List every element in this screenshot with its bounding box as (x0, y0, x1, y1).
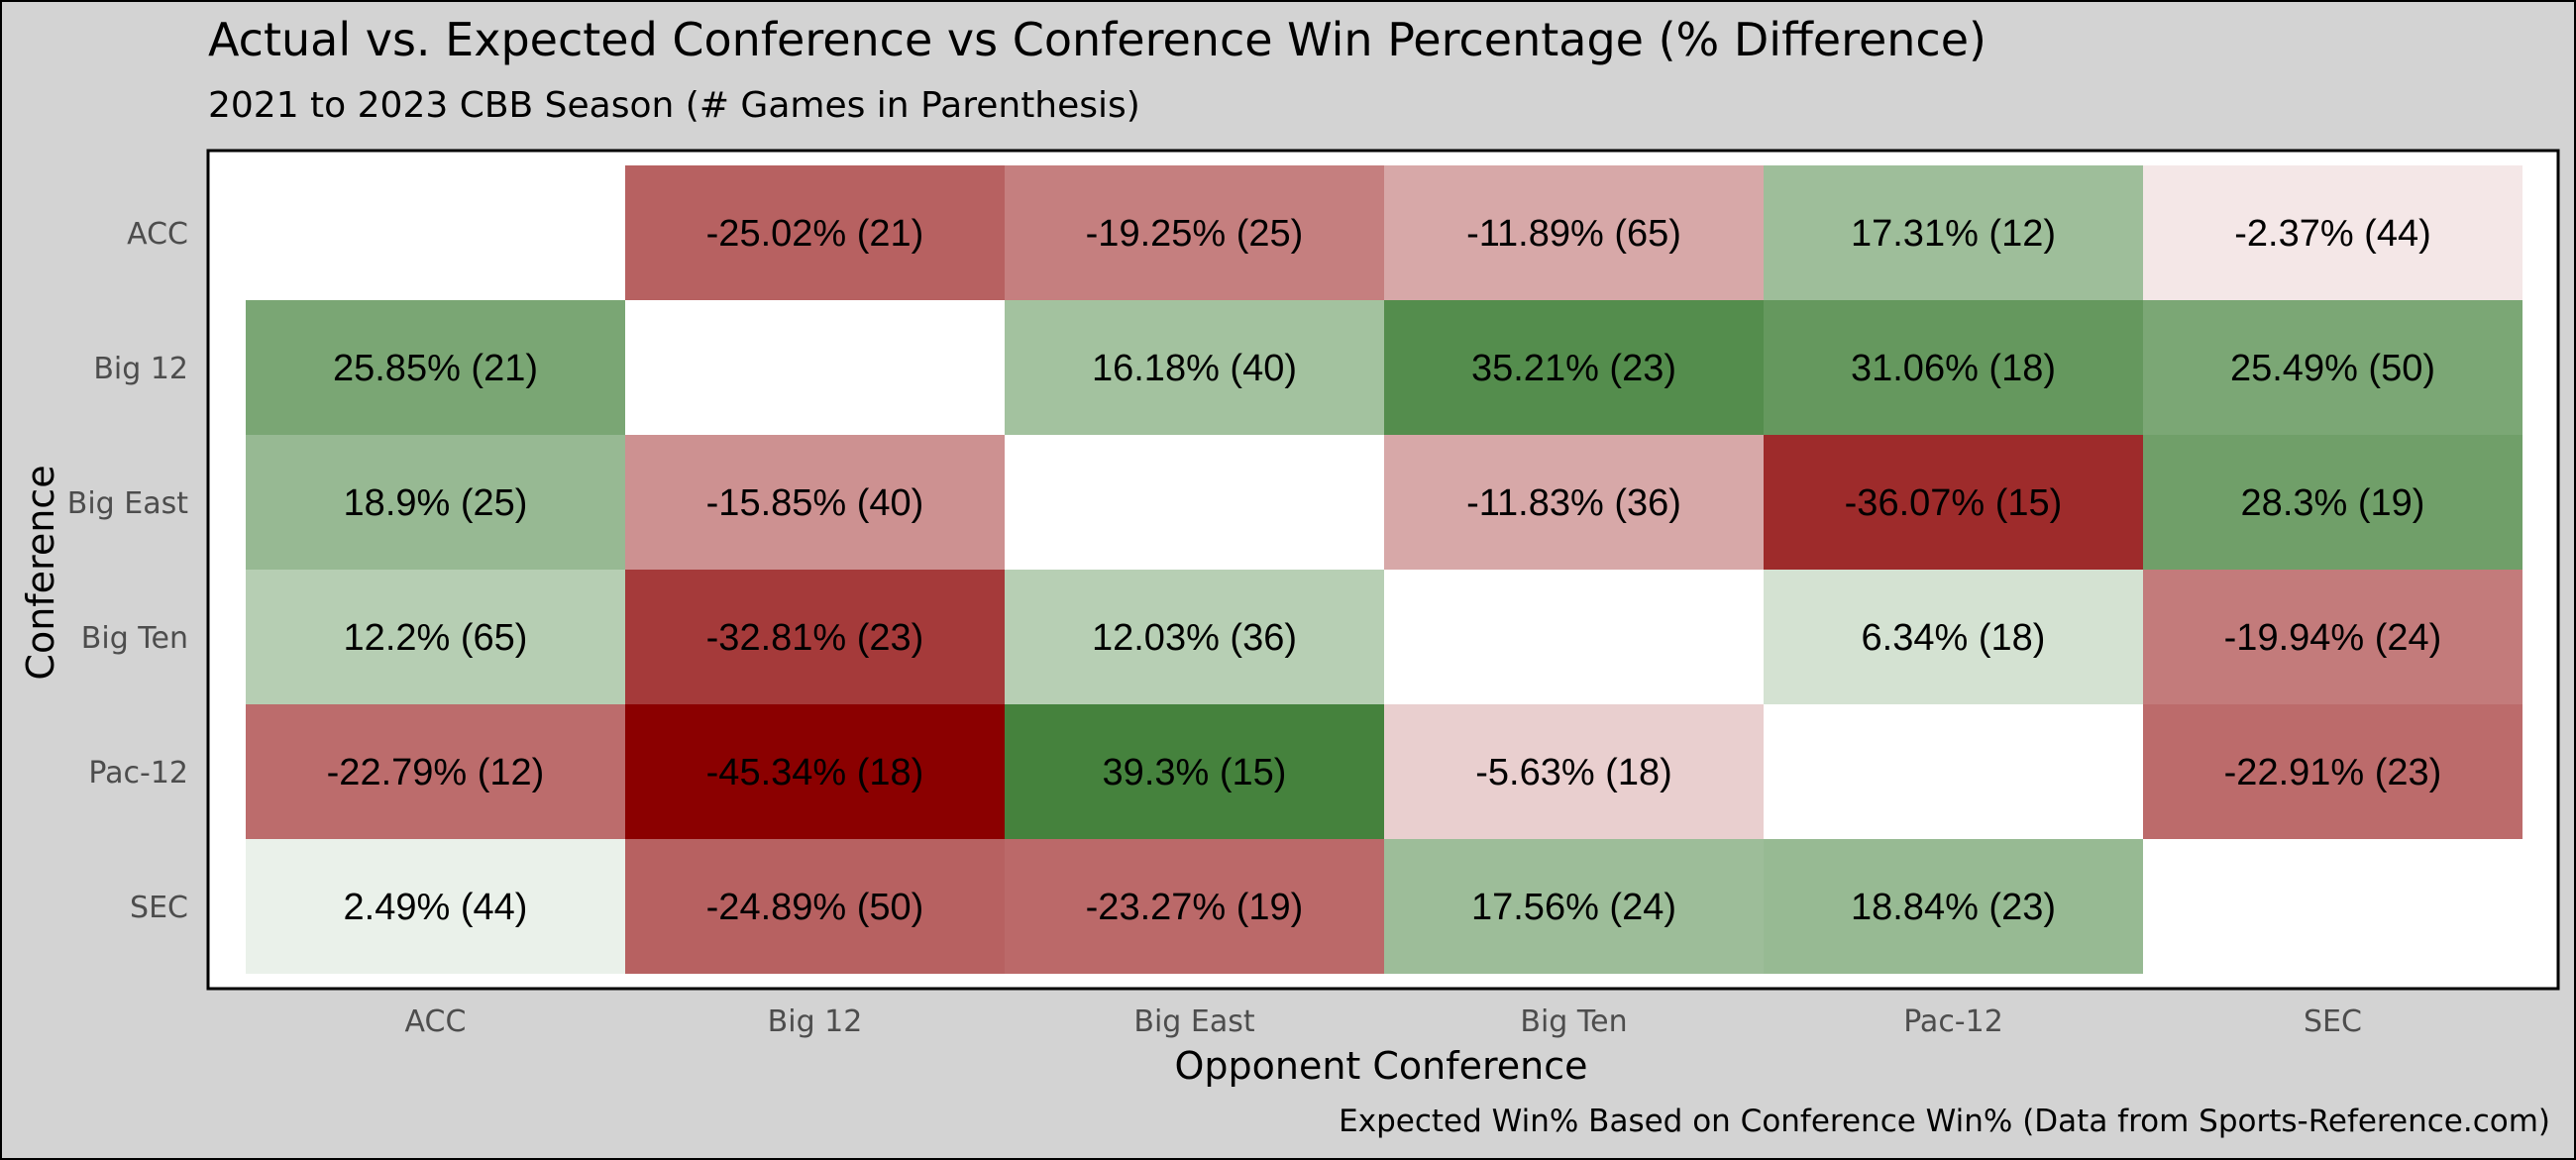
cell-label-pac-12-vs-acc: -22.79% (12) (327, 752, 545, 793)
cell-label-big-east-vs-acc: 18.9% (25) (344, 482, 528, 524)
heatmap-cell-acc-vs-big-east (1005, 165, 1384, 300)
heatmap-cell-big-12-vs-big-ten (1384, 300, 1764, 435)
heatmap-cell-big-east-vs-sec (2143, 435, 2522, 570)
heatmap-cell-pac-12-vs-acc (246, 704, 625, 839)
cell-label-sec-vs-pac-12: 18.84% (23) (1851, 887, 2056, 928)
cell-label-big-ten-vs-pac-12: 6.34% (18) (1862, 617, 2046, 659)
cell-label-acc-vs-sec: -2.37% (44) (2234, 213, 2431, 255)
cell-label-acc-vs-big-ten: -11.89% (65) (1466, 213, 1681, 255)
cell-label-sec-vs-big-east: -23.27% (19) (1086, 887, 1304, 928)
heatmap-cell-acc-vs-big-12 (625, 165, 1005, 300)
heatmap-cell-big-12-vs-big-east (1005, 300, 1384, 435)
heatmap-cell-big-east-vs-big-ten (1384, 435, 1764, 570)
cell-label-big-ten-vs-big-east: 12.03% (36) (1092, 617, 1297, 659)
cell-label-pac-12-vs-sec: -22.91% (23) (2224, 752, 2442, 793)
y-tick-label-big-12: Big 12 (93, 352, 188, 386)
heatmap-cell-pac-12-vs-sec (2143, 704, 2522, 839)
cell-label-big-12-vs-pac-12: 31.06% (18) (1851, 348, 2056, 389)
x-tick-label-big-12: Big 12 (768, 1004, 863, 1039)
heatmap-cell-sec-vs-pac-12 (1764, 839, 2143, 974)
cell-label-big-12-vs-big-east: 16.18% (40) (1092, 348, 1297, 389)
heatmap-cell-sec-vs-big-east (1005, 839, 1384, 974)
cell-label-sec-vs-big-ten: 17.56% (24) (1471, 887, 1676, 928)
cell-label-pac-12-vs-big-east: 39.3% (15) (1103, 752, 1287, 793)
chart-caption: Expected Win% Based on Conference Win% (… (1339, 1104, 2550, 1139)
cell-label-big-12-vs-acc: 25.85% (21) (333, 348, 538, 389)
chart-subtitle: 2021 to 2023 CBB Season (# Games in Pare… (208, 85, 1140, 126)
x-tick-label-big-ten: Big Ten (1520, 1004, 1627, 1039)
cell-label-acc-vs-big-12: -25.02% (21) (706, 213, 924, 255)
x-axis-title: Opponent Conference (1174, 1044, 1587, 1088)
heatmap-cell-big-ten-vs-big-east (1005, 570, 1384, 704)
cell-label-acc-vs-pac-12: 17.31% (12) (1851, 213, 2056, 255)
heatmap-cell-acc-vs-pac-12 (1764, 165, 2143, 300)
heatmap-cell-big-ten-vs-big-12 (625, 570, 1005, 704)
x-tick-label-sec: SEC (2304, 1004, 2362, 1039)
heatmap-cell-big-12-vs-acc (246, 300, 625, 435)
y-tick-label-pac-12: Pac-12 (88, 756, 188, 791)
cell-label-big-ten-vs-sec: -19.94% (24) (2224, 617, 2442, 659)
x-tick-label-pac-12: Pac-12 (1903, 1004, 2003, 1039)
y-axis-tick-labels: ACC Big 12 Big East Big Ten Pac-12 SEC (67, 217, 188, 925)
heatmap-cell-pac-12-vs-big-ten (1384, 704, 1764, 839)
cell-label-pac-12-vs-big-12: -45.34% (18) (706, 752, 924, 793)
cell-label-big-12-vs-big-ten: 35.21% (23) (1471, 348, 1676, 389)
heatmap-cell-sec-vs-big-ten (1384, 839, 1764, 974)
cell-label-sec-vs-acc: 2.49% (44) (344, 887, 528, 928)
cell-label-big-east-vs-sec: 28.3% (19) (2241, 482, 2425, 524)
cell-label-acc-vs-big-east: -19.25% (25) (1086, 213, 1304, 255)
heatmap-cell-pac-12-vs-big-east (1005, 704, 1384, 839)
y-tick-label-big-ten: Big Ten (81, 621, 188, 656)
heatmap-cell-big-12-vs-sec (2143, 300, 2522, 435)
y-tick-label-acc: ACC (127, 217, 188, 252)
cell-label-big-east-vs-big-12: -15.85% (40) (706, 482, 924, 524)
heatmap-cell-big-east-vs-acc (246, 435, 625, 570)
cell-label-pac-12-vs-big-ten: -5.63% (18) (1475, 752, 1672, 793)
cell-label-big-east-vs-big-ten: -11.83% (36) (1466, 482, 1681, 524)
cell-label-big-ten-vs-acc: 12.2% (65) (344, 617, 528, 659)
heatmap-cell-big-ten-vs-acc (246, 570, 625, 704)
heatmap-cell-pac-12-vs-big-12 (625, 704, 1005, 839)
cell-label-big-east-vs-pac-12: -36.07% (15) (1845, 482, 2063, 524)
chart-title: Actual vs. Expected Conference vs Confer… (208, 13, 1986, 66)
heatmap-cell-labels: -25.02% (21) -19.25% (25) -11.89% (65) 17.3… (327, 213, 2442, 928)
cell-label-big-ten-vs-big-12: -32.81% (23) (706, 617, 924, 659)
heatmap-cell-acc-vs-big-ten (1384, 165, 1764, 300)
y-tick-label-sec: SEC (130, 891, 188, 925)
x-axis-tick-labels: ACC Big 12 Big East Big Ten Pac-12 SEC (405, 1004, 2362, 1039)
heatmap-cell-big-east-vs-pac-12 (1764, 435, 2143, 570)
x-tick-label-big-east: Big East (1133, 1004, 1254, 1039)
heatmap-cell-acc-vs-sec (2143, 165, 2522, 300)
y-axis-title: Conference (19, 465, 62, 680)
x-tick-label-acc: ACC (405, 1004, 467, 1039)
heatmap-cell-sec-vs-big-12 (625, 839, 1005, 974)
heatmap-cell-big-east-vs-big-12 (625, 435, 1005, 570)
heatmap-cell-sec-vs-acc (246, 839, 625, 974)
heatmap-cell-big-ten-vs-pac-12 (1764, 570, 2143, 704)
heatmap-cell-big-ten-vs-sec (2143, 570, 2522, 704)
heatmap-cell-big-12-vs-pac-12 (1764, 300, 2143, 435)
heatmap-cells (246, 165, 2522, 974)
cell-label-sec-vs-big-12: -24.89% (50) (706, 887, 924, 928)
y-tick-label-big-east: Big East (67, 486, 188, 521)
cell-label-big-12-vs-sec: 25.49% (50) (2230, 348, 2435, 389)
